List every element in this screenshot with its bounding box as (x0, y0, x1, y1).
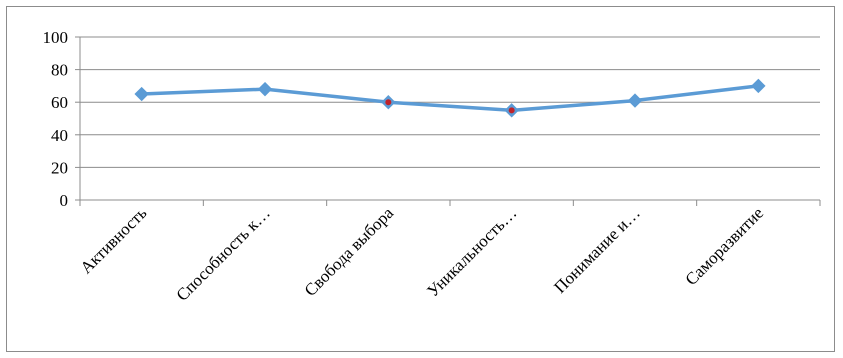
category-labels: Активность Способность к… Свобода выбора Ун… (77, 203, 768, 305)
y-tick-label: 100 (43, 28, 69, 47)
gridlines (80, 36, 820, 201)
category-label: Способность к… (172, 203, 273, 304)
chart-frame (6, 6, 835, 352)
data-point (751, 78, 766, 94)
y-tick-labels: 0 20 40 60 80 100 (43, 28, 69, 210)
data-point (257, 81, 273, 97)
series-group (134, 78, 766, 118)
category-label: Уникальность… (423, 203, 520, 300)
y-tick-label: 80 (51, 61, 68, 80)
series-line (139, 84, 761, 113)
category-label: Активность (77, 203, 151, 277)
category-label: Понимание и… (550, 203, 644, 297)
y-tick-label: 60 (51, 93, 68, 112)
category-label: Саморазвитие (682, 203, 768, 289)
data-point (627, 93, 643, 108)
y-tick-label: 20 (51, 158, 68, 177)
data-point-highlight (385, 99, 392, 106)
axes (75, 36, 81, 201)
category-label: Свобода выбора (301, 203, 398, 300)
y-tick-label: 40 (51, 126, 68, 145)
x-tick-marks (79, 200, 821, 206)
data-point (134, 86, 149, 102)
y-tick-label: 0 (60, 191, 69, 210)
data-point-highlight (508, 107, 515, 114)
